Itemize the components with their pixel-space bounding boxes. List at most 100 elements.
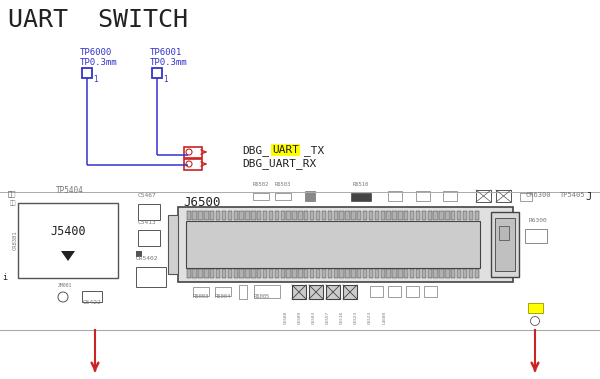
Bar <box>227 211 232 220</box>
Text: CR5402: CR5402 <box>136 256 158 261</box>
Bar <box>491 212 519 277</box>
Bar <box>309 285 323 299</box>
Circle shape <box>186 161 192 167</box>
Text: ZM001: ZM001 <box>58 283 73 288</box>
Bar <box>222 269 226 278</box>
Bar <box>433 269 438 278</box>
Circle shape <box>530 316 539 326</box>
Bar <box>281 211 285 220</box>
Bar <box>222 211 226 220</box>
Bar <box>404 269 409 278</box>
Bar <box>433 211 438 220</box>
Bar <box>281 269 285 278</box>
Bar <box>345 269 350 278</box>
Text: C6509: C6509 <box>298 311 302 324</box>
Bar <box>136 251 142 257</box>
Bar <box>216 269 220 278</box>
Bar <box>357 211 361 220</box>
Bar <box>410 211 415 220</box>
Bar <box>469 269 473 278</box>
Text: C6503: C6503 <box>312 311 316 324</box>
Bar <box>184 159 202 170</box>
Bar <box>439 269 444 278</box>
Bar <box>416 191 430 201</box>
Bar <box>451 269 455 278</box>
Bar <box>257 211 262 220</box>
Bar <box>322 269 326 278</box>
Text: TP0.3mm: TP0.3mm <box>80 58 118 67</box>
Bar <box>457 269 461 278</box>
Bar <box>357 269 361 278</box>
Bar <box>496 190 511 202</box>
Bar <box>443 191 457 201</box>
Bar <box>374 211 379 220</box>
Text: R6003: R6003 <box>193 294 209 299</box>
Bar <box>210 269 214 278</box>
Bar <box>351 193 371 201</box>
Bar <box>445 211 449 220</box>
Bar <box>469 211 473 220</box>
Bar <box>292 285 306 299</box>
Bar <box>18 203 118 278</box>
Bar <box>82 68 92 78</box>
Bar <box>292 269 297 278</box>
Text: 1: 1 <box>93 75 98 84</box>
Bar <box>216 211 220 220</box>
Bar <box>186 221 480 268</box>
Text: 居华: 居华 <box>8 190 17 197</box>
Bar <box>215 287 231 296</box>
Text: 1: 1 <box>163 75 168 84</box>
Bar <box>334 211 338 220</box>
Bar <box>233 211 238 220</box>
Circle shape <box>58 292 68 302</box>
Bar <box>380 269 385 278</box>
Text: i: i <box>2 273 7 282</box>
Bar <box>257 269 262 278</box>
Text: C6508: C6508 <box>284 311 288 324</box>
Circle shape <box>186 149 192 155</box>
Text: DBG_: DBG_ <box>242 145 269 156</box>
Bar <box>363 269 367 278</box>
Text: C5413: C5413 <box>138 220 157 225</box>
Bar <box>386 269 391 278</box>
Bar <box>410 269 415 278</box>
Bar <box>370 286 383 297</box>
Bar <box>193 211 197 220</box>
Bar <box>263 211 268 220</box>
Text: TP6001: TP6001 <box>150 48 182 57</box>
Bar <box>476 190 491 202</box>
Bar <box>345 211 350 220</box>
Bar <box>340 269 344 278</box>
Bar <box>286 269 291 278</box>
Text: C6510: C6510 <box>340 311 344 324</box>
Bar <box>269 211 273 220</box>
Bar <box>187 211 191 220</box>
Bar <box>451 211 455 220</box>
Bar <box>227 269 232 278</box>
Bar <box>198 211 203 220</box>
Bar <box>422 269 426 278</box>
Bar <box>439 211 444 220</box>
Text: L4600: L4600 <box>382 311 386 324</box>
Bar <box>388 191 402 201</box>
Bar <box>334 269 338 278</box>
Bar <box>445 269 449 278</box>
Bar <box>245 211 250 220</box>
Bar <box>198 269 203 278</box>
Bar <box>304 269 308 278</box>
Bar <box>398 211 403 220</box>
Bar <box>253 193 269 200</box>
Bar <box>82 291 102 302</box>
Text: UART: UART <box>272 145 299 155</box>
Bar <box>416 269 420 278</box>
Bar <box>178 207 513 282</box>
Bar <box>298 211 302 220</box>
Bar <box>428 269 432 278</box>
Bar <box>193 287 209 296</box>
Bar <box>495 218 515 271</box>
Bar <box>422 211 426 220</box>
Text: C6523: C6523 <box>368 311 372 324</box>
Bar <box>245 269 250 278</box>
Text: TP5404: TP5404 <box>56 186 84 195</box>
Bar <box>305 191 315 201</box>
